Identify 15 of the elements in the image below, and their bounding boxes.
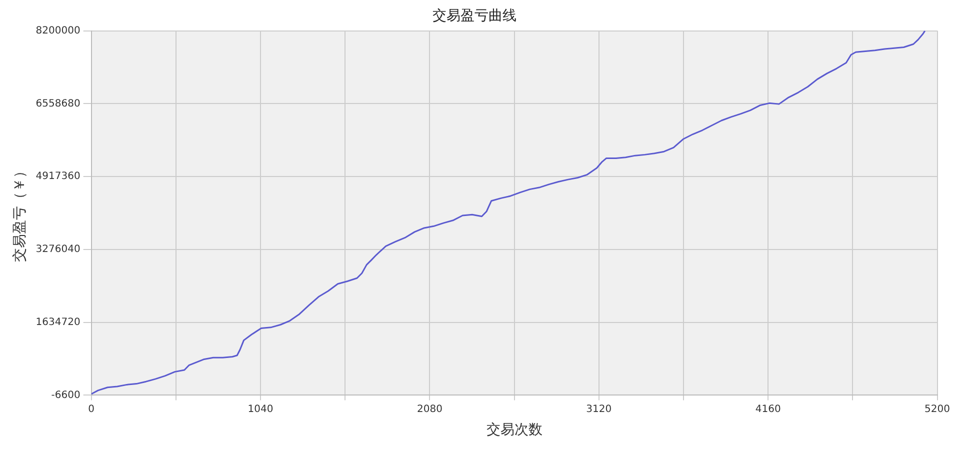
y-tick-label: 4917360 <box>36 171 80 182</box>
y-tick-label: 6558680 <box>36 98 80 110</box>
y-tick-label: 8200000 <box>36 25 80 36</box>
x-tick-label: 1040 <box>248 404 274 415</box>
y-tick-label: 1634720 <box>36 316 80 328</box>
chart-title: 交易盈亏曲线 <box>432 8 516 24</box>
x-tick-label: 4160 <box>755 404 781 415</box>
y-axis-title: 交易盈亏（￥） <box>12 164 28 262</box>
x-tick-label: 3120 <box>586 404 612 415</box>
y-tick-label: 3276040 <box>36 244 80 256</box>
x-axis-title: 交易次数 <box>486 422 542 438</box>
x-tick-label: 0 <box>88 404 95 415</box>
y-tick-label: -6600 <box>51 390 80 401</box>
x-tick-label: 2080 <box>416 404 442 415</box>
x-tick-label: 5200 <box>924 404 950 415</box>
